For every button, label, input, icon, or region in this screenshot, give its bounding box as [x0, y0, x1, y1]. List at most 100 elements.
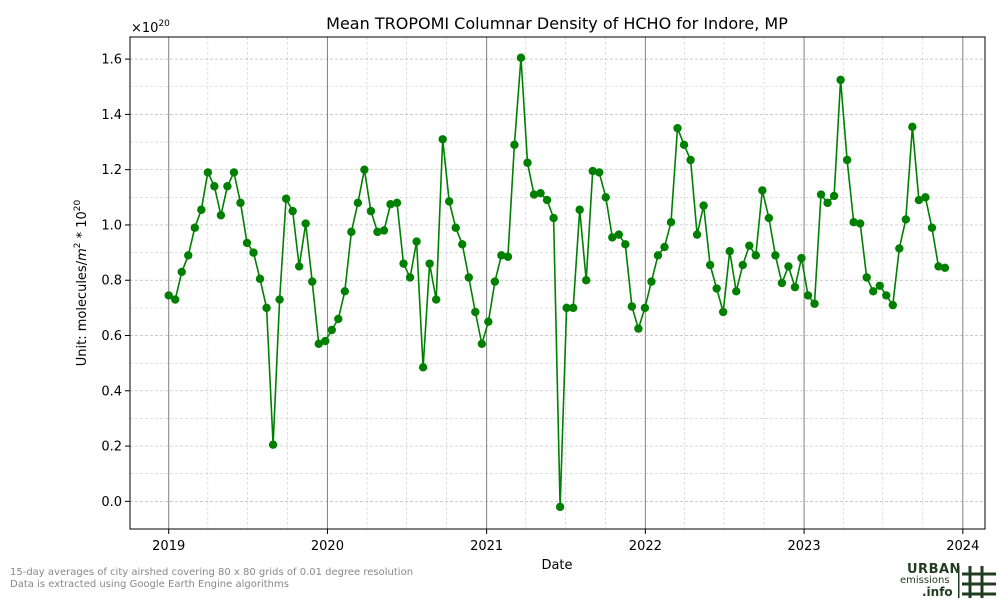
data-point [164, 291, 173, 300]
data-point [308, 277, 317, 286]
data-point [523, 158, 532, 167]
data-point [418, 363, 428, 372]
data-point [595, 168, 604, 177]
data-point [438, 135, 447, 144]
data-point [653, 251, 663, 260]
data-point [673, 124, 682, 133]
data-point [379, 226, 389, 235]
data-point [542, 195, 552, 205]
data-point [229, 168, 239, 177]
footnote-line-1: 15-day averages of city airshed covering… [10, 567, 414, 578]
data-point [294, 262, 304, 271]
data-point [268, 440, 278, 449]
data-point [555, 502, 565, 512]
data-point [797, 253, 806, 263]
data-point [901, 215, 911, 224]
data-point [399, 259, 408, 268]
x-tick-label: 2023 [788, 539, 821, 554]
data-point [445, 197, 454, 206]
data-point [718, 307, 728, 317]
data-point [216, 211, 226, 220]
y-scale-factor: ×1020 [131, 19, 170, 36]
data-point [529, 190, 539, 199]
data-point [425, 259, 434, 268]
data-point [223, 182, 232, 191]
data-point [484, 317, 493, 326]
y-axis-label: Unit: molecules/m2 * 1020 [73, 199, 90, 366]
data-point [386, 200, 395, 209]
x-tick-label: 2021 [470, 539, 503, 554]
x-tick-label: 2019 [152, 539, 185, 554]
data-point [464, 273, 473, 282]
x-tick-label: 2024 [946, 539, 979, 554]
hcho-series [164, 53, 950, 512]
data-point [236, 198, 245, 208]
data-point [458, 240, 467, 249]
data-point [568, 303, 578, 313]
grid-lines [130, 37, 985, 529]
data-point [405, 273, 415, 282]
data-point [242, 238, 252, 248]
data-point [210, 182, 219, 191]
data-point [184, 251, 193, 260]
data-point [203, 168, 213, 177]
y-tick-label: 1.0 [101, 218, 122, 233]
data-point [849, 217, 858, 227]
data-point [621, 240, 630, 249]
data-point [829, 191, 839, 201]
y-scale-exponent: 20 [158, 19, 170, 29]
urban-emissions-logo: URBAN emissions .info [898, 562, 1000, 600]
logo-text-emissions: emissions [900, 575, 950, 586]
data-point [262, 303, 271, 313]
y-axis-label-m: m [75, 248, 90, 261]
x-tick-label: 2020 [311, 539, 344, 554]
data-point [640, 303, 650, 313]
y-tick-label: 1.6 [101, 53, 122, 68]
data-point [751, 251, 761, 260]
chart-title: Mean TROPOMI Columnar Density of HCHO fo… [326, 14, 788, 33]
data-point [725, 247, 734, 256]
data-point [627, 302, 637, 311]
data-point [764, 213, 774, 223]
data-point [562, 303, 571, 313]
data-point [275, 295, 284, 304]
data-point [732, 287, 741, 296]
data-point [197, 205, 206, 214]
y-tick-label: 0.2 [101, 440, 122, 455]
data-point [895, 244, 904, 253]
data-point [699, 201, 708, 210]
footnote-line-2: Data is extracted using Google Earth Eng… [10, 579, 289, 590]
series-line [168, 56, 946, 508]
plot-area-frame [129, 36, 986, 530]
data-point [190, 223, 199, 232]
data-point [836, 75, 845, 85]
data-point [549, 213, 558, 223]
data-point [249, 248, 258, 257]
data-point [373, 227, 382, 237]
data-point [575, 205, 584, 214]
y-tick-label: 0.4 [101, 384, 122, 399]
data-point [516, 53, 526, 62]
data-point [608, 233, 617, 242]
y-axis-label-m-exp: 2 [73, 243, 83, 249]
y-axis: 0.0 0.2 0.4 0.6 0.8 1.0 1.2 1.4 1.6 [101, 53, 130, 510]
data-point [803, 291, 813, 300]
data-point [692, 230, 702, 239]
data-point [777, 278, 787, 288]
data-point [321, 336, 330, 346]
data-point [255, 274, 265, 284]
data-point [784, 262, 793, 271]
data-point [431, 295, 441, 304]
data-point [392, 198, 402, 208]
data-point [914, 195, 924, 205]
hash-grid-icon [958, 566, 996, 598]
data-point [451, 223, 460, 232]
data-point [869, 287, 878, 296]
data-point [660, 242, 669, 252]
data-point [503, 252, 513, 261]
data-point [327, 325, 336, 335]
x-axis-label: Date [541, 558, 572, 573]
y-tick-label: 0.0 [101, 495, 122, 510]
data-point [888, 300, 898, 310]
data-point [686, 155, 695, 165]
